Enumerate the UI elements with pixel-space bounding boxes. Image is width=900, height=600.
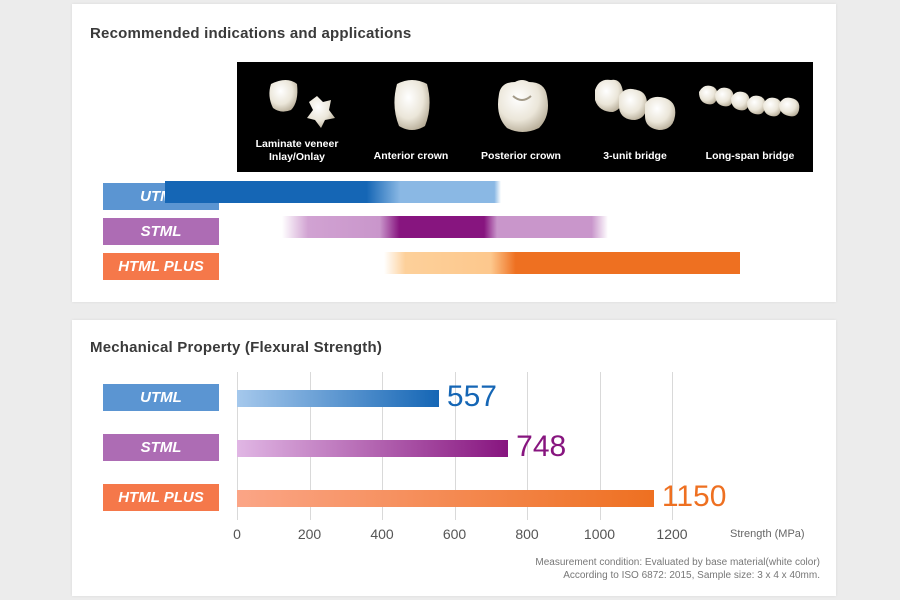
grid-line (672, 372, 673, 520)
long-span-bridge-icon (699, 85, 800, 117)
anterior-crown-icon (394, 80, 430, 130)
x-tick-label: 800 (515, 526, 539, 542)
strength-bar (237, 490, 654, 507)
restoration-long-span-bridge: Long-span bridge (693, 62, 807, 172)
grid-line (527, 372, 528, 520)
application-range-bar-utml (165, 181, 501, 203)
data-label: 1150 (661, 480, 727, 513)
x-tick-label: 400 (370, 526, 394, 542)
applications-title: Recommended indications and applications (90, 25, 412, 42)
x-tick-label: 0 (233, 526, 241, 542)
three-unit-bridge-icon (595, 79, 676, 130)
application-range-bar-stml (282, 216, 608, 238)
restoration-strip: Laminate veneer Inlay/Onlay Anterior cro… (237, 62, 813, 172)
x-tick-label: 200 (297, 526, 322, 542)
strength-bar (237, 440, 509, 457)
x-tick-label: 1000 (583, 526, 616, 542)
restoration-label-2: Inlay/Onlay (268, 151, 326, 163)
strength-title: Mechanical Property (Flexural Strength) (90, 339, 383, 356)
application-range-bar-html-plus (384, 252, 740, 274)
restoration-anterior-crown: Anterior crown (359, 62, 463, 172)
restoration-label: Laminate veneer (255, 138, 339, 150)
restoration-label: 3-unit bridge (603, 150, 667, 162)
restoration-label: Long-span bridge (705, 150, 795, 162)
restoration-label: Anterior crown (373, 150, 449, 162)
restoration-posterior-crown: Posterior crown (467, 62, 575, 172)
material-tag-stml: STML (103, 218, 219, 245)
veneer-inlay-icon (269, 80, 335, 128)
posterior-crown-icon (498, 80, 548, 132)
material-tag-html-plus: HTML PLUS (103, 253, 219, 280)
data-label: 557 (446, 380, 497, 413)
measurement-note-2: According to ISO 6872: 2015, Sample size… (563, 570, 820, 581)
strength-tag-utml: UTML (103, 384, 219, 411)
strength-tag-stml: STML (103, 434, 219, 461)
strength-tag-html-plus: HTML PLUS (103, 484, 219, 511)
restoration-three-unit-bridge: 3-unit bridge (581, 62, 689, 172)
grid-line (600, 372, 601, 520)
strength-bar (237, 390, 439, 407)
x-axis-unit-label: Strength (MPa) (730, 528, 805, 540)
restoration-label: Posterior crown (481, 150, 561, 162)
x-tick-label: 600 (442, 526, 467, 542)
x-tick-label: 1200 (656, 526, 688, 542)
measurement-note-1: Measurement condition: Evaluated by base… (535, 557, 820, 568)
restoration-veneer-inlay: Laminate veneer Inlay/Onlay (247, 62, 347, 172)
data-label: 748 (516, 430, 567, 463)
